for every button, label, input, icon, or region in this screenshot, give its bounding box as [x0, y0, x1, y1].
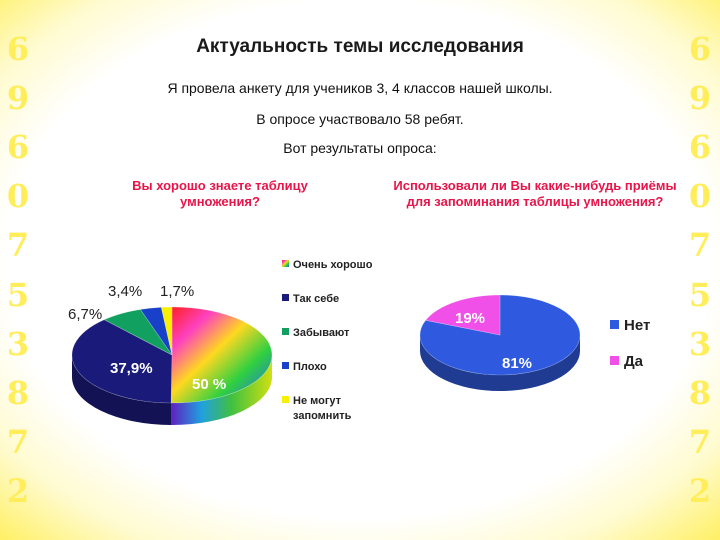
pie-slice-side [171, 355, 272, 425]
pie-slice [170, 306, 273, 404]
left-digit: 6 [6, 128, 30, 167]
pie-slice [425, 294, 501, 336]
pie-slice [103, 309, 173, 356]
pie-slice-side [420, 335, 580, 391]
right-digit-column: 6 9 6 0 7 5 3 8 7 2 [686, 30, 714, 510]
pie1-legend-swatch [282, 362, 289, 369]
left-digit: 5 [6, 275, 30, 314]
pie1-legend: Очень хорошо Так себе Забывают Плохо Не могу… [282, 259, 373, 422]
pie-slice-side [72, 355, 172, 425]
pie1-data-label: 1,7% [160, 283, 194, 300]
pie1-legend-swatch [282, 396, 289, 403]
right-digit: 8 [688, 373, 712, 412]
right-digit: 3 [688, 324, 712, 363]
intro-line-3: Вот результаты опроса: [283, 140, 437, 156]
pie1-legend-label: Не могут [293, 395, 342, 407]
pie1-legend-swatch [282, 328, 289, 335]
pie1-data-label: 50 % [192, 376, 226, 393]
pie1-data-labels: 50 % 37,9% 6,7% 3,4% 1,7% [68, 283, 226, 393]
left-digit: 9 [6, 79, 30, 118]
pie1 [71, 306, 273, 425]
left-digit: 6 [6, 30, 30, 68]
pie-slice [139, 306, 173, 356]
right-digit: 5 [688, 275, 712, 314]
pie1-legend-label: Очень хорошо [293, 259, 373, 271]
slide-title: Актуальность темы исследования [196, 36, 524, 57]
pie2-legend-label: Нет [624, 317, 650, 334]
pie-slice [71, 319, 173, 404]
pie1-data-label: 6,7% [68, 306, 102, 323]
right-digit: 9 [688, 79, 712, 118]
pie1-title: Вы хорошо знаете таблицу умножения? [132, 178, 308, 209]
pie1-data-label: 3,4% [108, 283, 142, 300]
pie1-legend-label: запомнить [293, 410, 352, 422]
pie2-data-label: 19% [455, 310, 485, 327]
left-digit: 3 [6, 324, 30, 363]
pie1-legend-swatch [282, 294, 289, 301]
intro-line-2: В опросе участвовало 58 ребят. [256, 111, 464, 127]
right-digit: 6 [688, 30, 712, 68]
pie1-data-label: 37,9% [110, 360, 153, 377]
left-digit: 7 [6, 422, 30, 461]
left-digit-column: 6 9 6 0 7 5 3 8 7 2 [4, 30, 32, 510]
intro-line-1: Я провела анкету для учеников 3, 4 класс… [167, 80, 553, 96]
pie2-legend-swatch [610, 356, 619, 365]
pie2-title: Использовали ли Вы какие-нибудь приёмы д… [393, 178, 677, 209]
pie2-legend: Нет Да [610, 317, 650, 370]
pie1-legend-label: Забывают [293, 327, 350, 339]
pie1-legend-label: Так себе [293, 293, 339, 305]
left-digit: 0 [6, 177, 30, 216]
right-digit: 6 [688, 128, 712, 167]
pie2 [419, 294, 581, 391]
left-digit: 7 [6, 226, 30, 265]
right-digit: 7 [688, 422, 712, 461]
pie1-legend-swatch [282, 260, 289, 267]
pie2-data-labels: 81% 19% [455, 310, 532, 372]
right-digit: 7 [688, 226, 712, 265]
left-digit: 8 [6, 373, 30, 412]
pie-slice [160, 306, 173, 356]
right-digit: 0 [688, 177, 712, 216]
pie2-legend-swatch [610, 320, 619, 329]
pie2-data-label: 81% [502, 355, 532, 372]
pie-slice [419, 294, 581, 376]
left-digit: 2 [6, 471, 30, 510]
pie2-legend-label: Да [624, 353, 644, 370]
pie1-legend-label: Плохо [293, 361, 327, 373]
right-digit: 2 [688, 471, 712, 510]
